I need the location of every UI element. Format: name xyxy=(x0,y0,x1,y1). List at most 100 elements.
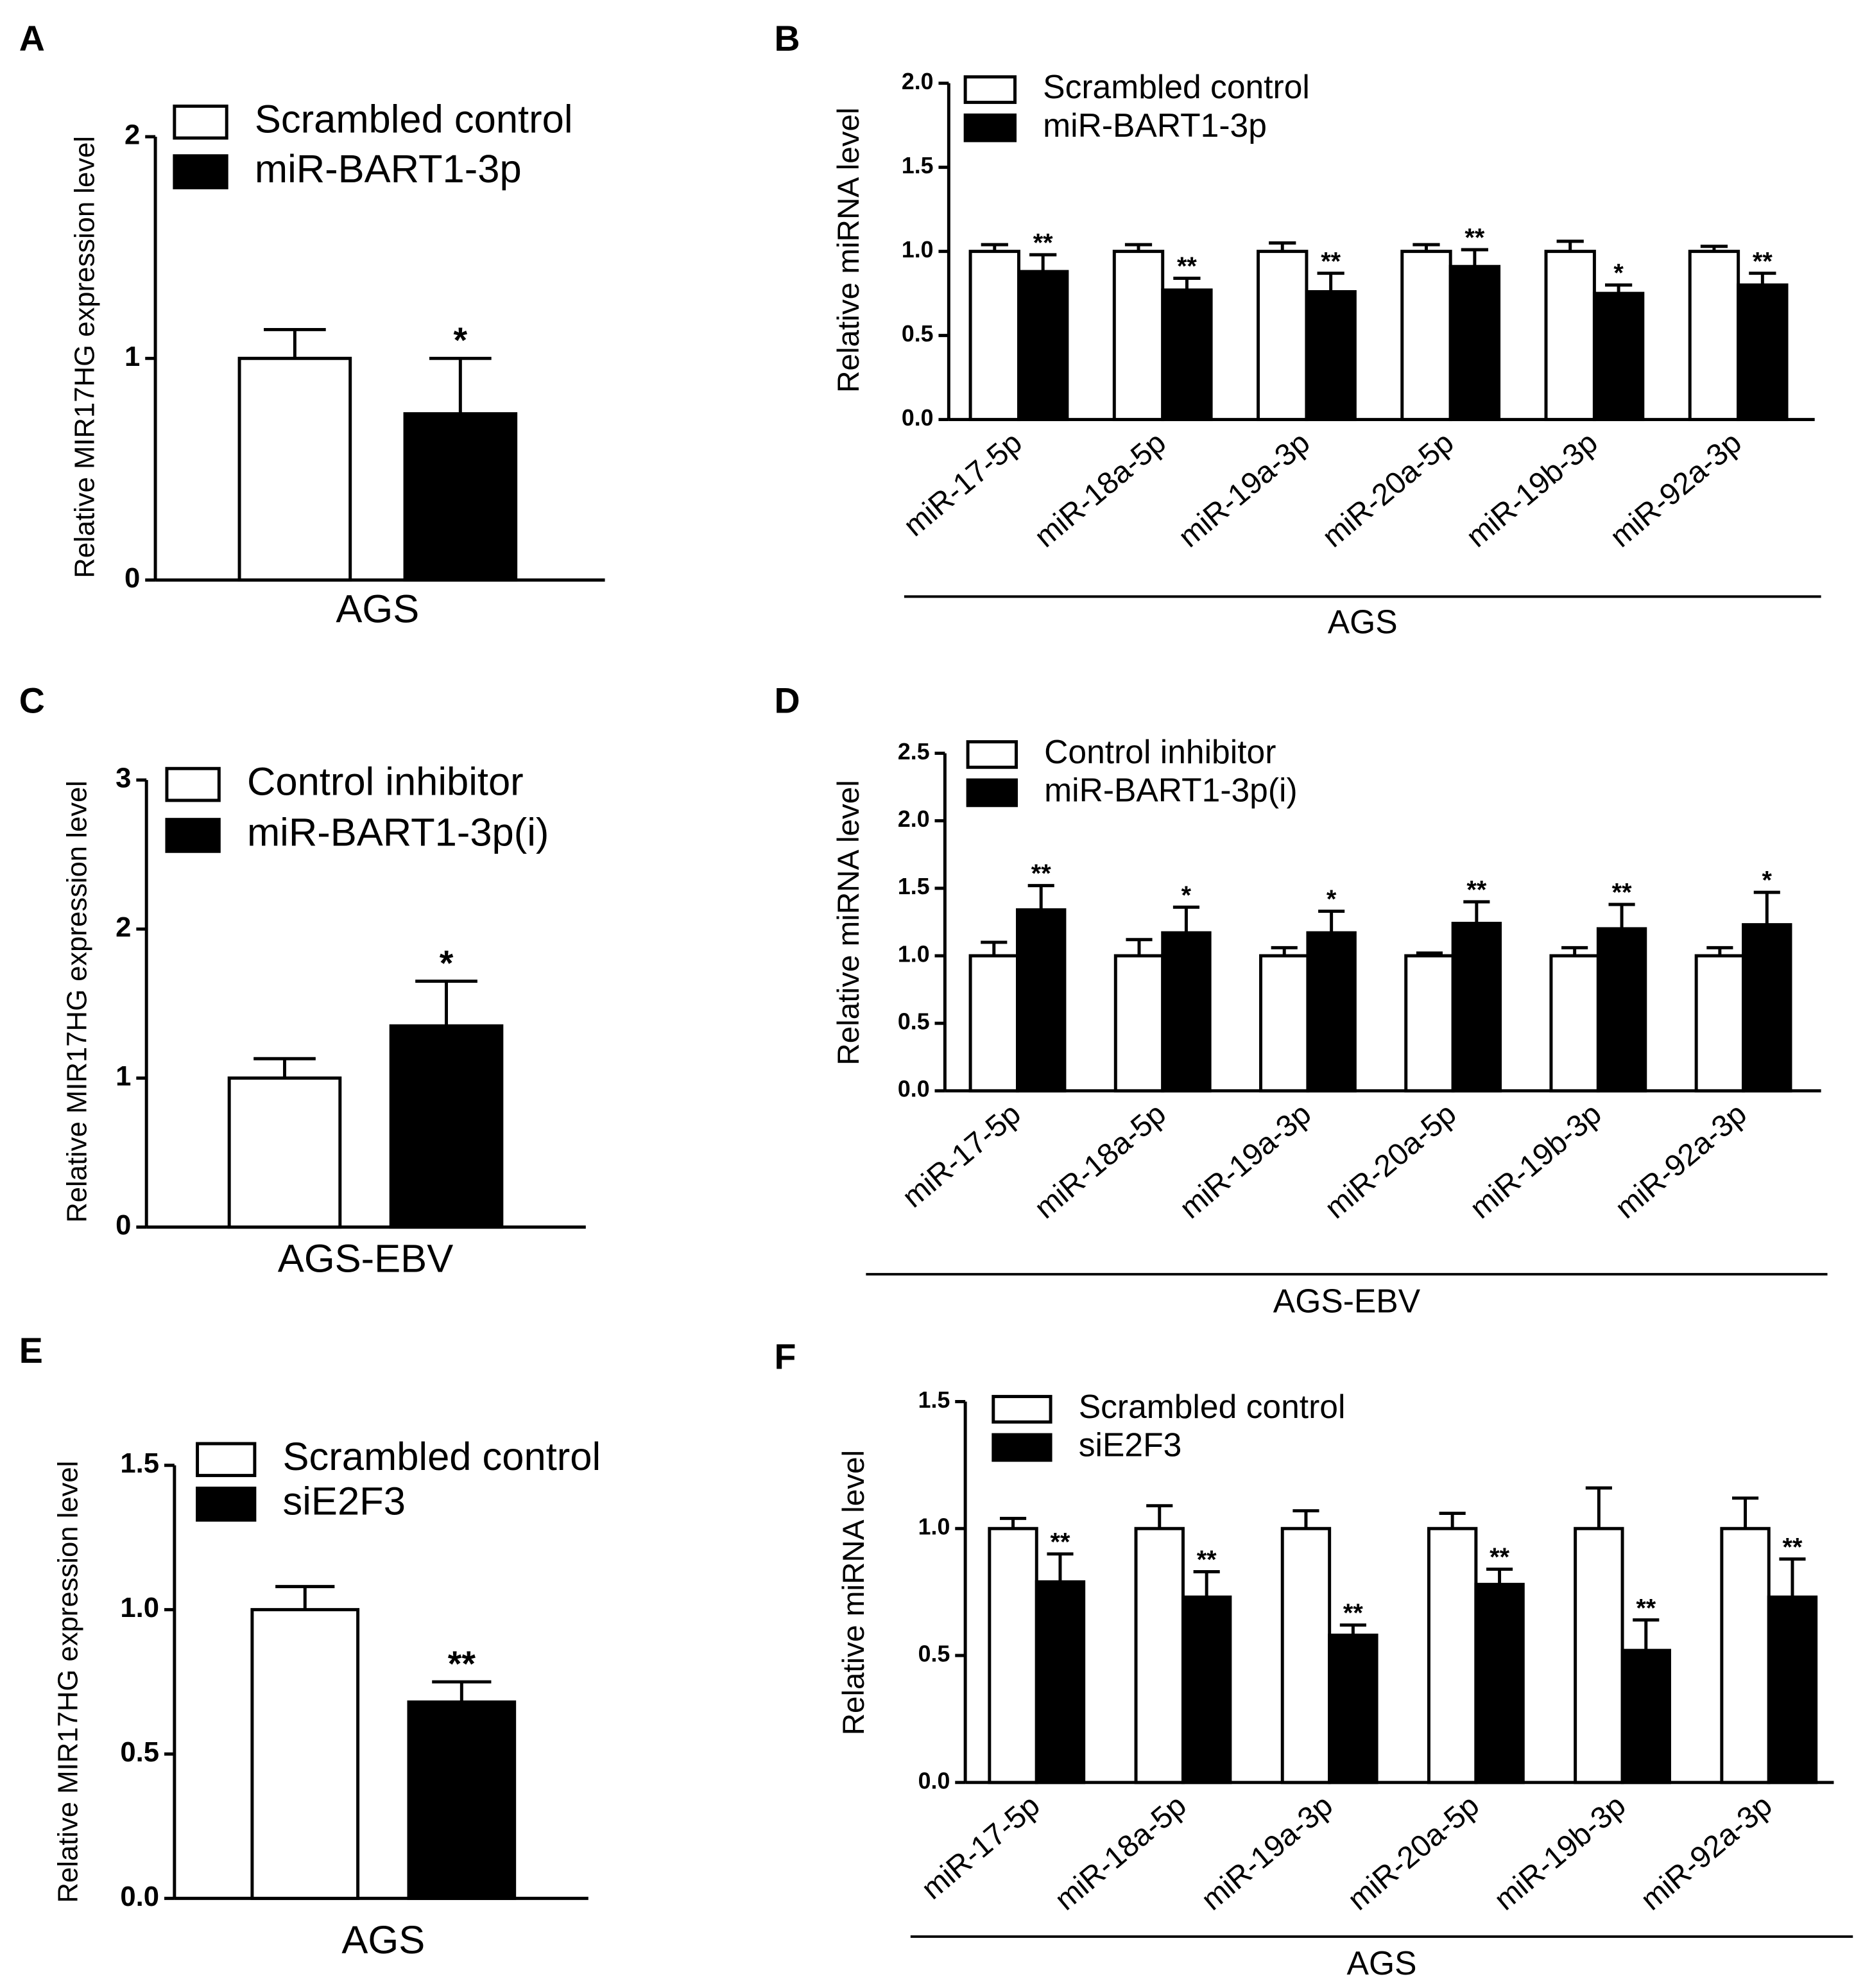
panel-label: D xyxy=(774,681,800,721)
y-tick-label: 0.0 xyxy=(120,1881,159,1912)
y-tick-label: 1.5 xyxy=(902,153,934,178)
bar xyxy=(1404,954,1455,1093)
legend-label: siE2F3 xyxy=(1079,1426,1182,1464)
bar xyxy=(1112,250,1165,422)
legend-swatch xyxy=(992,1395,1052,1424)
significance-label: * xyxy=(1613,259,1624,288)
y-tick-label: 1.5 xyxy=(918,1387,950,1413)
bar xyxy=(968,250,1020,422)
y-axis-label: Relative miRNA level xyxy=(832,780,866,1066)
y-tick-label: 0.5 xyxy=(120,1736,159,1768)
x-tick-label: miR-20a-5p xyxy=(1316,426,1461,554)
bar xyxy=(227,1076,342,1229)
y-tick-label: 2.0 xyxy=(898,806,930,832)
x-tick-label: miR-19a-3p xyxy=(1172,426,1317,554)
legend-swatch xyxy=(963,113,1017,143)
bar xyxy=(1017,270,1069,422)
y-tick-label: 2.5 xyxy=(898,739,930,765)
y-tick-label: 1.5 xyxy=(898,874,930,899)
significance-label: ** xyxy=(448,1644,476,1684)
significance-label: * xyxy=(1181,881,1192,910)
x-axis-label: AGS-EBV xyxy=(1273,1282,1421,1319)
significance-label: ** xyxy=(1033,229,1053,257)
bar xyxy=(1400,250,1452,422)
legend-swatch xyxy=(196,1442,257,1478)
x-axis-label: AGS xyxy=(1347,1944,1417,1982)
significance-label: ** xyxy=(1321,247,1341,275)
y-tick-label: 2 xyxy=(125,119,140,151)
legend-swatch xyxy=(966,740,1018,769)
legend-swatch xyxy=(966,778,1018,808)
bar xyxy=(1767,1595,1818,1785)
bar xyxy=(1620,1648,1671,1785)
bar xyxy=(389,1024,504,1229)
bar xyxy=(1016,908,1067,1093)
significance-label: * xyxy=(440,943,454,983)
bar xyxy=(1181,1595,1232,1785)
panel-label: C xyxy=(19,681,45,721)
x-axis-label: AGS-EBV xyxy=(278,1236,453,1281)
legend-label: Scrambled control xyxy=(1043,68,1310,105)
bar xyxy=(1306,931,1357,1093)
significance-label: ** xyxy=(1464,224,1484,252)
significance-label: ** xyxy=(1051,1528,1070,1556)
x-tick-label: miR-18a-5p xyxy=(1028,1097,1172,1225)
bar xyxy=(968,954,1019,1093)
bar xyxy=(1742,923,1792,1093)
legend-swatch xyxy=(963,75,1017,104)
x-tick-label: miR-19a-3p xyxy=(1173,1097,1318,1225)
bar xyxy=(1451,922,1502,1093)
bar xyxy=(1134,1526,1185,1785)
bar xyxy=(1688,250,1740,422)
bar xyxy=(1474,1582,1525,1785)
y-tick-label: 1.0 xyxy=(902,237,934,263)
significance-label: ** xyxy=(1031,860,1051,888)
x-tick-label: miR-18a-5p xyxy=(1049,1788,1193,1917)
y-tick-label: 0.5 xyxy=(902,321,934,347)
y-tick-label: 0.0 xyxy=(918,1768,950,1794)
y-tick-label: 1.5 xyxy=(120,1448,159,1479)
y-axis-label: Relative miRNA level xyxy=(837,1450,871,1736)
panel: D Relative miRNA level 0.0 0.5 1.0 1.5 2.0 2.5 C… xyxy=(774,681,1828,1319)
bar xyxy=(1694,954,1746,1093)
bar xyxy=(1592,291,1645,422)
y-tick-label: 1 xyxy=(125,341,140,372)
legend-label: Control inhibitor xyxy=(1044,733,1276,770)
x-tick-label: miR-20a-5p xyxy=(1319,1097,1463,1225)
significance-label: ** xyxy=(1197,1546,1217,1574)
bar xyxy=(1720,1526,1771,1785)
x-tick-label: miR-20a-5p xyxy=(1341,1788,1486,1917)
y-axis-label: Relative miRNA level xyxy=(832,107,866,393)
panel: B Relative miRNA level 0.0 0.5 1.0 1.5 2.0 Scra… xyxy=(774,19,1821,641)
x-tick-label: miR-18a-5p xyxy=(1028,426,1172,554)
bar xyxy=(250,1608,360,1900)
y-tick-label: 0.0 xyxy=(902,405,934,431)
y-axis-label: Relative MIR17HG expression level xyxy=(53,1461,84,1903)
y-tick-label: 2.0 xyxy=(902,69,934,94)
y-tick-label: 1.0 xyxy=(918,1514,950,1540)
bar xyxy=(1448,264,1501,422)
x-tick-label: miR-17-5p xyxy=(896,1097,1027,1214)
bar xyxy=(1035,1580,1086,1785)
legend-label: Control inhibitor xyxy=(247,759,524,804)
significance-label: ** xyxy=(1343,1599,1363,1627)
legend-label: miR-BART1-3p xyxy=(1043,107,1267,144)
y-axis-label: Relative MIR17HG expression level xyxy=(69,136,100,578)
x-tick-label: miR-19b-3p xyxy=(1488,1788,1633,1917)
panel: A Relative MIR17HG expression level 0 1 2 Scr… xyxy=(19,19,605,631)
legend-swatch xyxy=(165,818,221,853)
x-axis-label: AGS xyxy=(336,587,419,631)
significance-label: ** xyxy=(1466,876,1486,904)
bar xyxy=(1737,283,1789,422)
significance-label: * xyxy=(1327,885,1337,913)
legend-label: Scrambled control xyxy=(283,1435,601,1479)
y-tick-label: 0 xyxy=(125,562,140,594)
bar xyxy=(1257,250,1309,422)
x-axis-label: AGS xyxy=(1328,603,1398,641)
y-tick-label: 0.5 xyxy=(898,1009,930,1035)
panel: C Relative MIR17HG expression level 0 1 2 3 Co… xyxy=(19,681,586,1281)
bar xyxy=(407,1700,517,1900)
legend-label: miR-BART1-3p(i) xyxy=(247,811,549,855)
panel-label: F xyxy=(774,1337,796,1377)
